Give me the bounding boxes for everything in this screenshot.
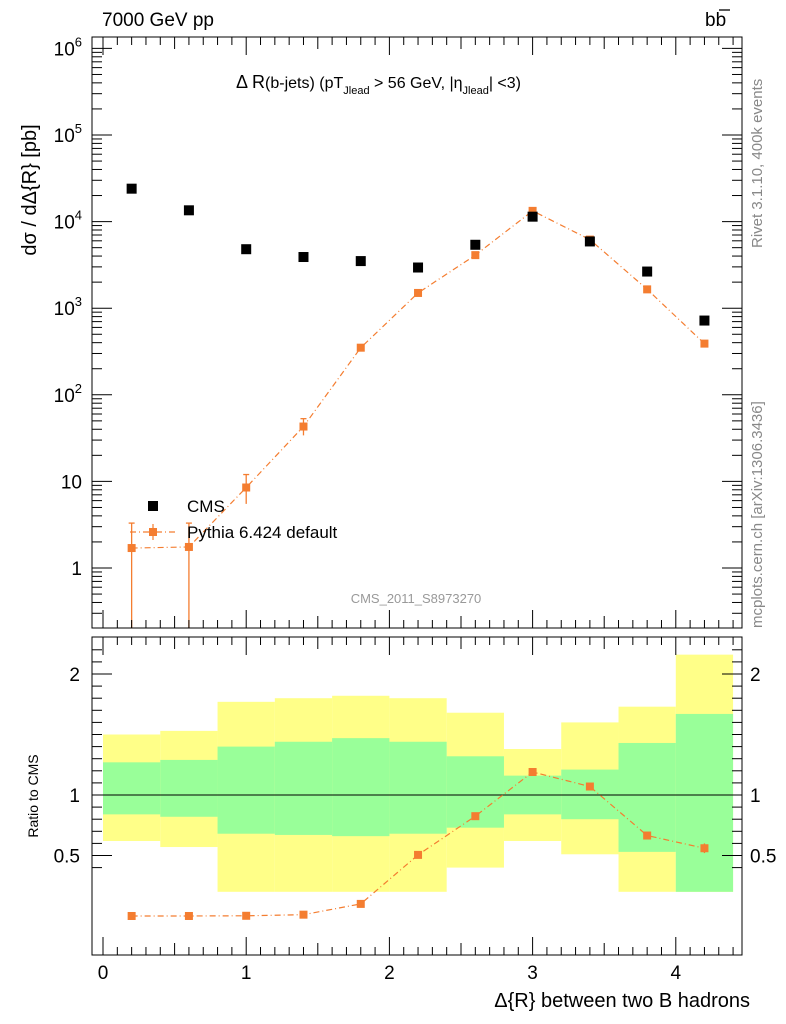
process-label: bb (705, 9, 730, 31)
watermark: CMS_2011_S8973270 (351, 591, 482, 606)
mc-point (414, 288, 423, 297)
band-inner (389, 741, 447, 834)
main-ytick-label: 105 (54, 121, 82, 147)
mc-point (184, 542, 193, 551)
ratio-point (299, 910, 308, 919)
ratio-xtick-label: 3 (527, 963, 538, 984)
ratio-xtick-label: 4 (671, 963, 682, 984)
ratio-point (585, 782, 594, 791)
title-prefix: Δ R (236, 72, 265, 92)
legend-cms-marker (148, 501, 158, 511)
main-panel: 1 10 102 103 104 105 106 (54, 34, 743, 629)
energy-label: 7000 GeV pp (102, 10, 214, 31)
cms-point (642, 266, 653, 277)
ratio-frame (91, 636, 743, 956)
title-end: | <3) (489, 75, 521, 92)
cms-point (126, 183, 137, 194)
mc-point (471, 251, 480, 260)
ratio-line (131, 771, 705, 917)
ratio-ytick-label: 0.5 (54, 847, 80, 868)
band-inner (561, 769, 619, 820)
mc-point (356, 343, 365, 352)
cms-point (470, 239, 481, 250)
band-inner (274, 741, 333, 835)
main-ylabel: dσ / dΔ{R} [pb] (19, 124, 41, 255)
ratio-xtick-label: 0 (98, 963, 109, 984)
ratio-xlabel: Δ{R} between two B hadrons (494, 990, 750, 1012)
ratio-ytick-label: 1 (69, 786, 80, 807)
mc-point (299, 422, 308, 431)
mc-point (528, 206, 537, 215)
title-sub2: Jlead (463, 85, 489, 97)
title-mid: > 56 GeV, |η (370, 75, 463, 92)
ratio-point (700, 844, 709, 853)
ratio-point (528, 768, 537, 777)
legend-mc-label: Pythia 6.424 default (187, 523, 338, 542)
main-ytick-label: 104 (54, 208, 82, 234)
cms-point (413, 262, 424, 273)
mc-point (700, 339, 709, 348)
cms-point (699, 315, 710, 326)
legend: CMS Pythia 6.424 default (130, 497, 338, 542)
cms-point (183, 205, 194, 216)
plot-title: Δ R(b-jets) (pTJlead > 56 GeV, |ηJlead| … (236, 72, 521, 97)
ratio-point (643, 831, 652, 840)
cms-point (241, 244, 252, 255)
ratio-xtick-label: 1 (241, 963, 252, 984)
title-bjets: (b-jets) (pT (265, 75, 343, 92)
main-frame (91, 36, 743, 629)
cms-point (584, 236, 595, 247)
mcplots-label: mcplots.cern.ch [arXiv:1306.3436] (749, 401, 766, 628)
main-ytick-label: 106 (54, 34, 82, 60)
cms-point (298, 252, 309, 263)
ratio-point (242, 911, 251, 920)
ratio-ytick-label-right: 2 (750, 665, 761, 686)
ratio-point (127, 911, 136, 920)
rivet-label: Rivet 3.1.10, 400k events (749, 79, 766, 248)
band-inner (103, 762, 161, 815)
ratio-point (414, 850, 423, 859)
process-text: bb (705, 10, 726, 31)
ratio-ytick-label-right: 1 (750, 786, 761, 807)
mc-point (643, 285, 652, 294)
main-ytick-label: 103 (54, 294, 82, 320)
ratio-panel: 0.5 0.5 1 1 2 2 0 1 2 3 4 (54, 636, 776, 984)
mc-point (242, 483, 251, 492)
ratio-ylabel: Ratio to CMS (25, 754, 41, 837)
ratio-point (184, 911, 193, 920)
cms-point (355, 256, 366, 267)
band-inner (332, 738, 390, 837)
legend-mc-marker (149, 528, 157, 536)
main-ytick-label: 1 (71, 559, 82, 580)
band-inner (675, 713, 734, 892)
legend-cms-label: CMS (187, 497, 225, 516)
cms-point (527, 211, 538, 222)
ratio-point (471, 812, 480, 821)
title-sub1: Jlead (343, 85, 369, 97)
main-ytick-label: 102 (54, 381, 82, 407)
band-inner (217, 746, 275, 834)
ratio-point (356, 899, 365, 908)
ratio-xtick-label: 2 (384, 963, 395, 984)
ratio-ytick-label-right: 0.5 (750, 847, 776, 868)
ratio-ytick-label: 2 (69, 665, 80, 686)
main-ytick-label: 10 (61, 472, 82, 493)
mc-point (127, 544, 136, 553)
band-inner (160, 759, 218, 817)
